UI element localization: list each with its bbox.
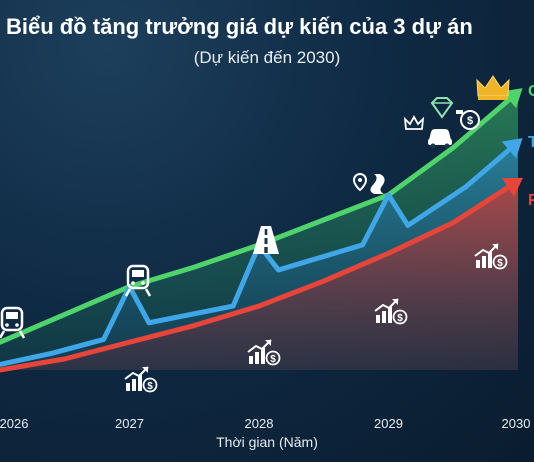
svg-text:$: $ — [397, 313, 403, 324]
money-bag-icon: $ — [456, 110, 480, 130]
svg-text:$: $ — [270, 354, 276, 365]
chart-subtitle: (Dự kiến đến 2030) — [193, 48, 341, 67]
x-tick-label: 2026 — [0, 416, 28, 431]
growth-chart-icon: $ — [474, 243, 508, 270]
svg-text:$: $ — [147, 381, 153, 392]
svg-text:$: $ — [497, 258, 503, 269]
train-icon — [124, 264, 152, 297]
legend-entry: F — [528, 192, 534, 209]
series-line-2 — [0, 178, 521, 373]
x-tick-label: 2030 — [502, 416, 531, 431]
diamond-icon — [430, 97, 454, 119]
series-arrow-2 — [501, 177, 524, 197]
svg-text:$: $ — [467, 115, 473, 127]
x-tick-label: 2029 — [374, 416, 403, 431]
x-tick-label: 2028 — [245, 416, 274, 431]
growth-chart-icon: $ — [247, 339, 281, 366]
crown-small-icon — [403, 115, 425, 130]
legend-entry: T — [528, 134, 534, 151]
crown-icon — [476, 75, 510, 100]
map-pin-road-icon — [352, 173, 385, 194]
series-arrow-1 — [501, 138, 523, 159]
car-icon — [428, 129, 452, 149]
highway-icon — [253, 226, 279, 254]
legend-entry: C — [528, 83, 534, 100]
chart-title: Biểu đồ tăng trưởng giá dự kiến của 3 dự… — [6, 14, 473, 39]
x-tick-label: 2027 — [115, 416, 144, 431]
train-icon — [0, 306, 26, 339]
x-axis-label: Thời gian (Năm) — [216, 434, 318, 450]
growth-chart-icon: $ — [124, 366, 158, 393]
growth-chart-icon: $ — [374, 298, 408, 325]
